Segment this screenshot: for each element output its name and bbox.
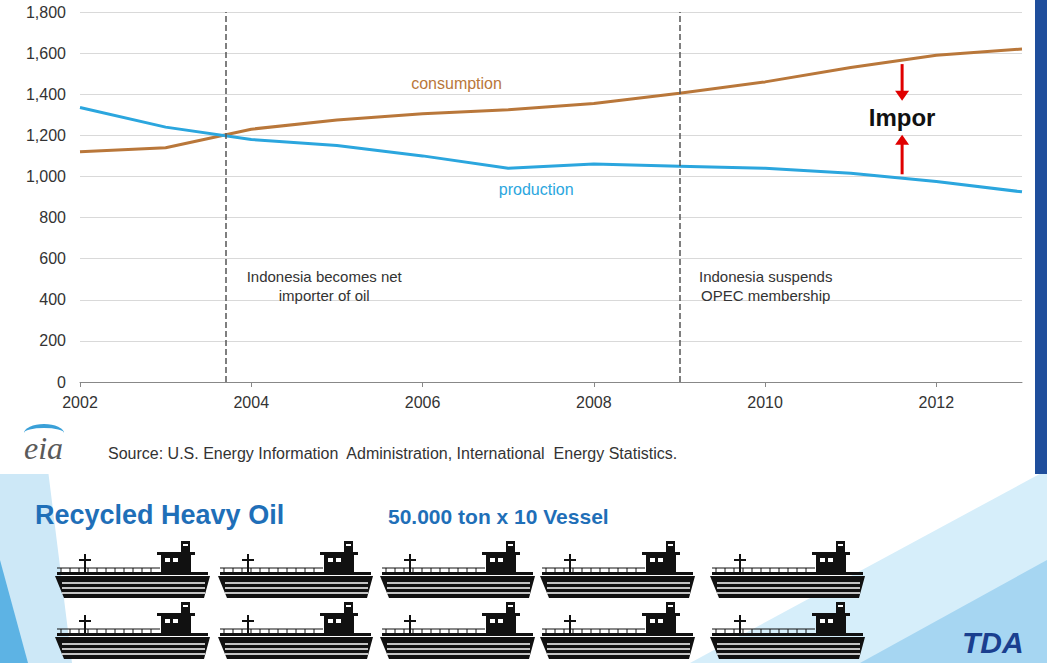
svg-text:0: 0 bbox=[57, 374, 66, 391]
svg-text:Impor: Impor bbox=[869, 104, 936, 131]
svg-text:2008: 2008 bbox=[576, 394, 612, 411]
svg-text:2012: 2012 bbox=[919, 394, 955, 411]
svg-text:consumption: consumption bbox=[411, 75, 502, 92]
svg-text:800: 800 bbox=[39, 209, 66, 226]
svg-text:Indonesia suspends: Indonesia suspends bbox=[699, 268, 832, 285]
html-text:50.000 ton x 10 Vessel: 50.000 ton x 10 Vessel bbox=[388, 505, 609, 528]
svg-text:1,400: 1,400 bbox=[26, 86, 66, 103]
svg-text:1,600: 1,600 bbox=[26, 45, 66, 62]
svg-text:1,000: 1,000 bbox=[26, 168, 66, 185]
svg-text:200: 200 bbox=[39, 332, 66, 349]
svg-text:2002: 2002 bbox=[62, 394, 98, 411]
html-text:eia: eia bbox=[24, 430, 64, 466]
svg-text:OPEC membership: OPEC membership bbox=[701, 287, 830, 304]
html-text:Recycled Heavy Oil: Recycled Heavy Oil bbox=[35, 500, 285, 530]
svg-text:2004: 2004 bbox=[233, 394, 269, 411]
svg-text:2010: 2010 bbox=[747, 394, 783, 411]
html-text:Source: U.S. Energy Informatio: Source: U.S. Energy Information Administ… bbox=[108, 445, 678, 462]
svg-text:importer of oil: importer of oil bbox=[279, 287, 370, 304]
svg-text:400: 400 bbox=[39, 291, 66, 308]
svg-text:Indonesia becomes net: Indonesia becomes net bbox=[247, 268, 403, 285]
svg-text:600: 600 bbox=[39, 250, 66, 267]
svg-text:1,200: 1,200 bbox=[26, 127, 66, 144]
svg-text:1,800: 1,800 bbox=[26, 4, 66, 21]
svg-text:production: production bbox=[499, 181, 574, 198]
svg-text:2006: 2006 bbox=[405, 394, 441, 411]
html-text:TDA: TDA bbox=[962, 626, 1024, 659]
